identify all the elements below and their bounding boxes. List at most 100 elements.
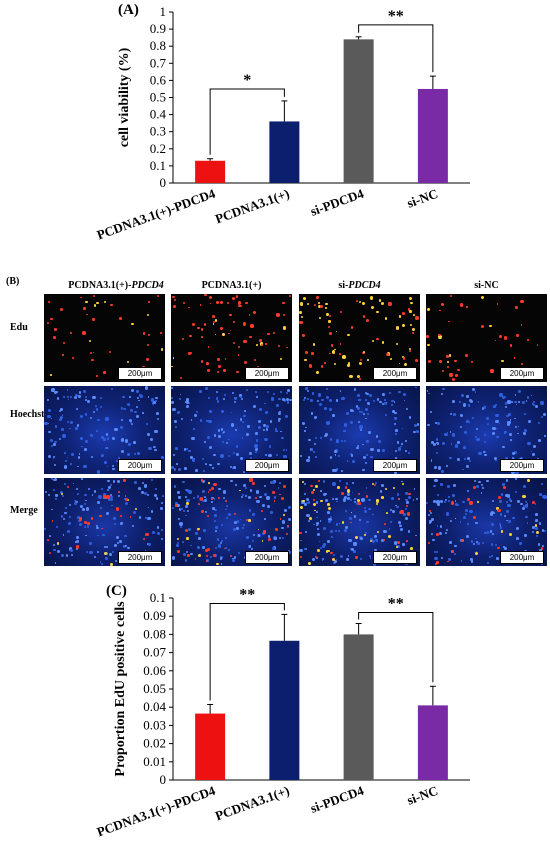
edu-dot — [252, 481, 256, 485]
edu-dot — [286, 524, 289, 527]
nucleus-dot — [150, 398, 154, 402]
nucleus-dot — [58, 409, 61, 412]
nucleus-dot — [526, 396, 530, 400]
nucleus-dot — [183, 448, 187, 451]
edu-dot — [238, 301, 242, 305]
nucleus-dot — [266, 425, 270, 428]
nucleus-dot — [430, 440, 435, 445]
nucleus-dot — [333, 449, 337, 453]
nucleus-dot — [144, 492, 148, 496]
nucleus-dot — [84, 399, 87, 401]
nucleus-dot — [79, 436, 83, 440]
edu-dot — [438, 309, 441, 312]
nucleus-dot — [264, 493, 268, 497]
nucleus-dot — [499, 525, 502, 527]
panel-a-label: (A) — [118, 2, 139, 18]
nucleus-dot — [398, 390, 401, 394]
nucleus-dot — [171, 397, 173, 399]
nucleus-dot — [65, 506, 68, 509]
edu-dot — [48, 300, 51, 303]
nucleus-dot — [178, 518, 181, 521]
nucleus-dot — [84, 440, 88, 444]
nucleus-dot — [491, 499, 494, 502]
edu-dot — [362, 315, 366, 318]
column-header-3: si-PDCD4 — [338, 280, 381, 291]
edu-dot — [317, 549, 321, 553]
nucleus-dot — [114, 427, 118, 431]
nucleus-dot — [353, 550, 357, 554]
nucleus-dot — [171, 556, 176, 560]
nucleus-dot — [534, 404, 539, 408]
nucleus-dot — [393, 470, 397, 474]
nucleus-dot — [255, 448, 258, 452]
nucleus-dot — [95, 404, 98, 407]
nucleus-dot — [437, 442, 439, 445]
nucleus-dot — [257, 420, 262, 424]
nucleus-dot — [373, 549, 376, 552]
nucleus-dot — [223, 496, 226, 499]
edu-dot — [315, 296, 319, 299]
nucleus-dot — [202, 469, 205, 472]
edu-dot — [388, 302, 391, 305]
nucleus-dot — [127, 442, 131, 446]
nucleus-dot — [365, 399, 368, 401]
nucleus-dot — [448, 557, 452, 561]
edu-dot — [146, 343, 150, 347]
edu-dot — [516, 334, 520, 338]
nucleus-dot — [101, 562, 104, 565]
nucleus-dot — [178, 397, 182, 401]
y-tick-label: 0.8 — [150, 38, 166, 53]
nucleus-dot — [399, 445, 402, 448]
nucleus-dot — [191, 436, 195, 441]
nucleus-dot — [335, 399, 339, 402]
nucleus-dot — [227, 455, 231, 458]
nucleus-dot — [134, 481, 137, 484]
nucleus-dot — [445, 531, 447, 534]
nucleus-dot — [510, 439, 512, 441]
nucleus-dot — [509, 418, 512, 421]
edu-dot — [245, 301, 248, 304]
nucleus-dot — [457, 441, 461, 444]
nucleus-dot — [383, 399, 386, 401]
nucleus-dot — [268, 453, 272, 457]
nucleus-dot — [47, 454, 52, 459]
edu-dot — [171, 295, 175, 299]
nucleus-dot — [537, 421, 541, 425]
edu-dot — [124, 495, 127, 497]
nucleus-dot — [501, 395, 505, 399]
nucleus-dot — [306, 389, 310, 392]
edu-dot — [310, 490, 315, 495]
edu-dot — [389, 358, 392, 360]
edu-dot — [448, 354, 452, 357]
nucleus-dot — [433, 556, 437, 560]
nucleus-dot — [106, 512, 110, 515]
nucleus-dot — [332, 482, 336, 486]
edu-dot — [96, 301, 99, 305]
nucleus-dot — [349, 421, 353, 425]
nucleus-dot — [327, 511, 330, 515]
nucleus-dot — [524, 500, 527, 503]
edu-dot — [197, 527, 200, 531]
nucleus-dot — [147, 542, 149, 545]
nucleus-dot — [390, 497, 394, 501]
nucleus-dot — [132, 525, 134, 527]
edu-dot — [264, 342, 267, 345]
nucleus-dot — [233, 397, 238, 401]
nucleus-dot — [68, 503, 71, 506]
edu-dot — [147, 301, 150, 303]
edu-dot — [415, 358, 419, 362]
scale-bar: 200μm — [118, 551, 162, 564]
nucleus-dot — [58, 437, 62, 441]
edu-dot — [387, 535, 391, 539]
nucleus-dot — [324, 492, 327, 496]
edu-dot — [212, 553, 216, 557]
edu-dot — [212, 321, 215, 324]
nucleus-dot — [152, 531, 156, 535]
nucleus-dot — [466, 420, 469, 423]
nucleus-dot — [226, 504, 229, 507]
nucleus-dot — [449, 456, 452, 460]
significance-bracket — [358, 24, 434, 73]
nucleus-dot — [394, 457, 398, 460]
edu-dot — [282, 514, 285, 516]
column-header-1: PCDNA3.1(+)-PDCD4 — [68, 280, 164, 291]
